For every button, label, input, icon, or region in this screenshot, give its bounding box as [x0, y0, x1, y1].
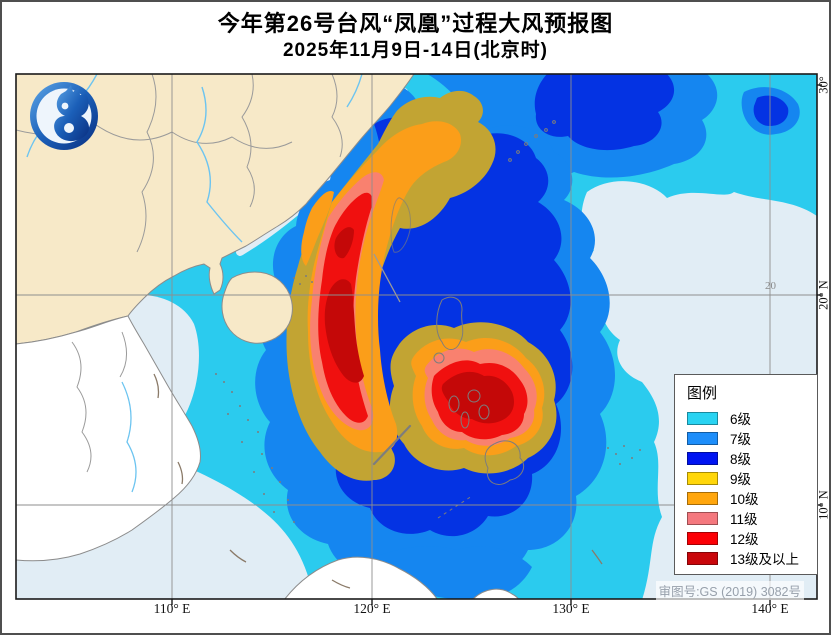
x-axis-label-110e: 110° E	[153, 601, 191, 616]
legend-label-level9: 9级	[730, 472, 752, 487]
y-axis-label-30n: 30°	[816, 76, 831, 94]
island-specks	[215, 275, 641, 523]
luzon-outline	[436, 296, 464, 350]
legend-label-level6: 6级	[730, 412, 752, 427]
legend-item: 9级	[687, 468, 817, 488]
legend-swatch-level6	[687, 411, 718, 425]
legend-label-level13: 13级及以上	[730, 552, 800, 567]
legend-swatch-level12	[687, 531, 718, 545]
legend-swatch-level9	[687, 471, 718, 485]
legend-swatch-level8	[687, 451, 718, 465]
legend-item: 13级及以上	[687, 548, 817, 568]
map-frame	[15, 73, 818, 600]
hainan-island	[221, 271, 293, 344]
island-outlines	[372, 120, 556, 519]
palawan-outline	[372, 424, 412, 466]
maritime-dash-lines	[153, 253, 603, 589]
map-header: 今年第26号台风“凤凰”过程大风预报图 2025年11月9日-14日(北京时)	[2, 10, 829, 64]
legend-title: 图例	[687, 385, 718, 402]
legend-item: 12级	[687, 528, 817, 548]
nmc-logo-icon	[30, 82, 98, 150]
legend-label-level10: 10级	[730, 492, 759, 507]
legend-swatch-level7	[687, 431, 718, 445]
legend-item: 6级	[687, 408, 817, 428]
map-approval-number: 审图号:GS (2019) 3082号	[655, 581, 804, 600]
legend-item: 10级	[687, 488, 817, 508]
legend-label-level7: 7级	[730, 432, 752, 447]
land-borneo	[284, 556, 519, 599]
x-axis-label-120e: 120° E	[353, 601, 391, 616]
mindanao-outline	[484, 440, 525, 485]
y-axis-label-20n: 20° N	[816, 280, 831, 310]
wind-area-level13	[324, 227, 514, 424]
inline-latitude-label: 20	[765, 280, 776, 292]
x-axis-label-140e: 140° E	[751, 601, 789, 616]
y-axis-label-10n: 10° N	[816, 490, 831, 520]
page-title: 今年第26号台风“凤凰”过程大风预报图	[217, 11, 614, 36]
legend-item: 8级	[687, 448, 817, 468]
legend-item: 11级	[687, 508, 817, 528]
page-subtitle: 2025年11月9日-14日(北京时)	[282, 40, 549, 61]
land-indochina	[16, 315, 201, 562]
legend-label-level11: 11级	[730, 512, 758, 527]
x-axis-label-130e: 130° E	[552, 601, 590, 616]
taiwan-outline	[390, 197, 411, 253]
legend-swatch-level11	[687, 511, 718, 525]
land-china	[16, 74, 415, 345]
legend-item: 7级	[687, 428, 817, 448]
legend-swatch-level13	[687, 551, 718, 565]
legend-swatch-level10	[687, 491, 718, 505]
legend-label-level12: 12级	[730, 532, 759, 547]
legend-label-level8: 8级	[730, 452, 752, 467]
ryukyu-islands	[508, 120, 556, 162]
map-layers	[16, 74, 817, 599]
legend: 图例 6级 7级 8级 9级 10级 11级 12级	[674, 374, 818, 575]
